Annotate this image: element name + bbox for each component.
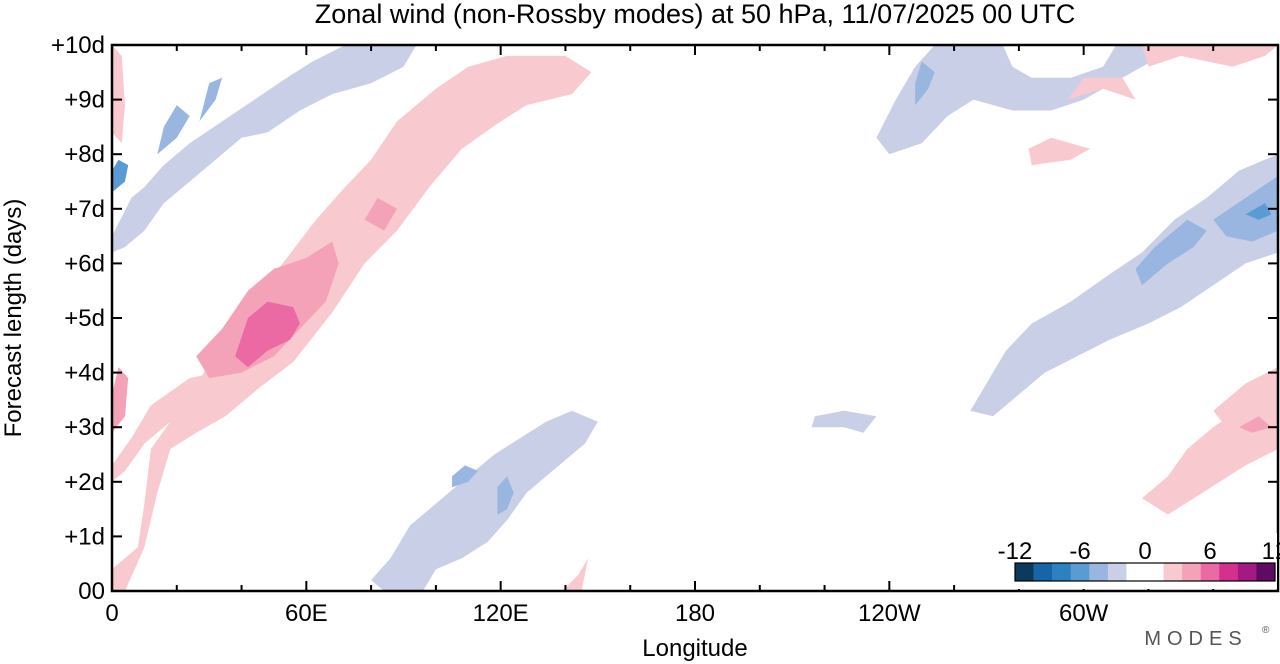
contour-region — [497, 476, 514, 515]
contour-region — [112, 367, 129, 433]
x-axis-label: Longitude — [642, 635, 747, 662]
contour-region — [970, 154, 1278, 417]
colorbar-swatch — [1219, 563, 1239, 581]
colorbar-legend: -12 -6 0 6 12 — [998, 533, 1280, 589]
colorbar-label: -6 — [1069, 538, 1090, 565]
colorbar-swatch — [1126, 563, 1146, 581]
contour-region — [452, 465, 478, 488]
colorbar-swatch — [1256, 563, 1276, 581]
y-tick-label: +8d — [64, 141, 105, 168]
contour-region — [1142, 45, 1278, 67]
colorbar-label: 0 — [1138, 538, 1151, 565]
registered-mark: ® — [1262, 625, 1270, 636]
colorbar-swatch — [1107, 563, 1127, 581]
y-tick-label: +3d — [64, 414, 105, 441]
contour-region — [112, 367, 242, 482]
contour-region — [364, 197, 397, 231]
colorbar-swatch — [1163, 563, 1183, 581]
contour-region — [112, 45, 417, 253]
colorbar-label: 6 — [1203, 538, 1216, 565]
colorbar-swatch — [1089, 563, 1109, 581]
modes-logo-text: MODES — [1144, 628, 1247, 650]
contour-region — [112, 159, 129, 193]
contour-region — [1135, 219, 1207, 286]
y-tick-label: +2d — [64, 469, 105, 496]
x-tick-label: 180 — [675, 600, 715, 627]
chart-title: Zonal wind (non-Rossby modes) at 50 hPa,… — [315, 0, 1075, 29]
contour-region — [562, 558, 589, 591]
colorbar-swatch — [1182, 563, 1202, 581]
y-tick-label: +6d — [64, 250, 105, 277]
y-axis-label: Forecast length (days) — [0, 199, 27, 438]
contour-region — [1239, 416, 1272, 433]
contour-region — [1213, 367, 1278, 428]
colorbar-swatch — [1015, 563, 1034, 581]
x-tick-label: 120E — [473, 600, 529, 627]
y-tick-label: +9d — [64, 87, 105, 114]
colorbar-frame — [1014, 562, 1276, 582]
colorbar-swatch — [1033, 563, 1053, 581]
y-axis: 00 +1d +2d +3d +4d +5d +6d +7d +8d +9d +10d — [51, 32, 1278, 605]
contour-region — [1067, 77, 1136, 100]
contour-region — [915, 61, 935, 106]
contour-region — [235, 301, 300, 368]
x-axis: 0 60E 120E 180 120W 60W — [105, 45, 1279, 627]
colorbar-swatch — [1145, 563, 1164, 581]
colorbar-swatch — [1070, 563, 1090, 581]
colorbar-label: 12 — [1262, 538, 1280, 565]
y-tick-label: +1d — [64, 523, 105, 550]
contour-region — [1245, 203, 1272, 220]
y-tick-label: +10d — [51, 32, 105, 59]
y-tick-label: +7d — [64, 196, 105, 223]
contour-region — [1213, 176, 1278, 242]
colorbar-swatch — [1200, 563, 1220, 581]
contour-region — [112, 45, 125, 144]
x-tick-label: 0 — [105, 600, 118, 627]
colorbar-swatch — [1237, 563, 1257, 581]
contour-region — [876, 45, 1181, 155]
x-tick-label: 60E — [285, 600, 328, 627]
contour-region — [371, 410, 598, 591]
colorbar-swatch — [1052, 563, 1072, 581]
contour-region — [811, 410, 877, 433]
colorbar-label: -12 — [998, 538, 1033, 565]
contour-region — [157, 105, 190, 155]
contour-fill-layer — [112, 45, 1278, 591]
x-tick-label: 60W — [1059, 600, 1109, 627]
y-tick-label: 00 — [78, 578, 105, 605]
contour-region — [199, 77, 223, 122]
x-tick-label: 120W — [858, 600, 921, 627]
y-tick-label: +4d — [64, 360, 105, 387]
contour-region — [1028, 137, 1091, 166]
y-tick-label: +5d — [64, 305, 105, 332]
